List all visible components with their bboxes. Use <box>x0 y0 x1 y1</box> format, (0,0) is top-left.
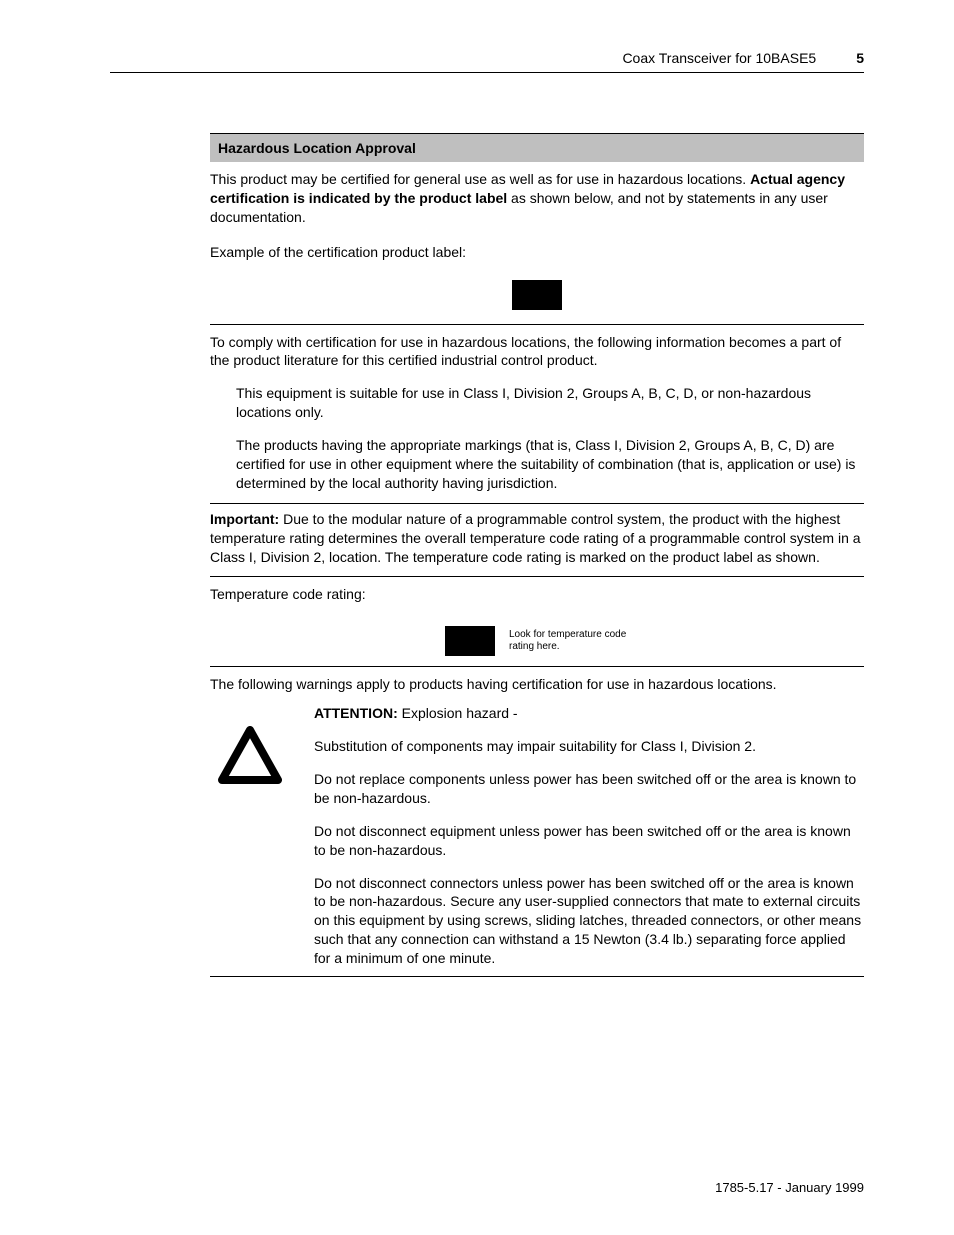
temp-label-placeholder <box>445 626 495 656</box>
attention-p2: Do not replace components unless power h… <box>314 770 864 808</box>
markings-paragraph: The products having the appropriate mark… <box>236 436 864 493</box>
attention-p3: Do not disconnect equipment unless power… <box>314 822 864 860</box>
divider-5 <box>210 976 864 977</box>
attention-triangle-icon <box>218 726 282 784</box>
divider-3 <box>210 576 864 577</box>
divider-1 <box>210 324 864 325</box>
cert-label-placeholder <box>512 280 562 310</box>
attention-lead-text: Explosion hazard - <box>398 705 518 721</box>
section-title: Hazardous Location Approval <box>210 133 864 162</box>
attention-block: ATTENTION: Explosion hazard - Substituti… <box>210 704 864 968</box>
example-label: Example of the certification product lab… <box>210 243 864 262</box>
divider-4 <box>210 666 864 667</box>
important-label: Important: <box>210 511 279 527</box>
intro-part1: This product may be certified for genera… <box>210 171 750 187</box>
warnings-intro: The following warnings apply to products… <box>210 675 864 694</box>
page: Coax Transceiver for 10BASE5 5 Hazardous… <box>0 0 954 1235</box>
suitable-paragraph: This equipment is suitable for use in Cl… <box>236 384 864 422</box>
important-paragraph: Important: Due to the modular nature of … <box>210 510 864 567</box>
page-header: Coax Transceiver for 10BASE5 5 <box>110 50 864 73</box>
content-area: Hazardous Location Approval This product… <box>210 133 864 977</box>
attention-icon-wrap <box>210 704 290 784</box>
temp-row: Look for temperature code rating here. <box>210 626 864 656</box>
intro-paragraph: This product may be certified for genera… <box>210 170 864 227</box>
attention-body: ATTENTION: Explosion hazard - Substituti… <box>314 704 864 968</box>
temp-label: Temperature code rating: <box>210 585 864 604</box>
indented-block: This equipment is suitable for use in Cl… <box>210 384 864 492</box>
cert-label-placeholder-row <box>210 280 864 310</box>
header-title: Coax Transceiver for 10BASE5 <box>622 50 816 66</box>
divider-2 <box>210 503 864 504</box>
page-number: 5 <box>856 50 864 66</box>
attention-p1: Substitution of components may impair su… <box>314 737 864 756</box>
attention-label: ATTENTION: <box>314 705 398 721</box>
attention-lead: ATTENTION: Explosion hazard - <box>314 704 864 723</box>
temp-note: Look for temperature code rating here. <box>509 629 629 653</box>
attention-p4: Do not disconnect connectors unless powe… <box>314 874 864 968</box>
footer: 1785-5.17 - January 1999 <box>715 1180 864 1195</box>
comply-paragraph: To comply with certification for use in … <box>210 333 864 371</box>
important-text: Due to the modular nature of a programma… <box>210 511 861 565</box>
